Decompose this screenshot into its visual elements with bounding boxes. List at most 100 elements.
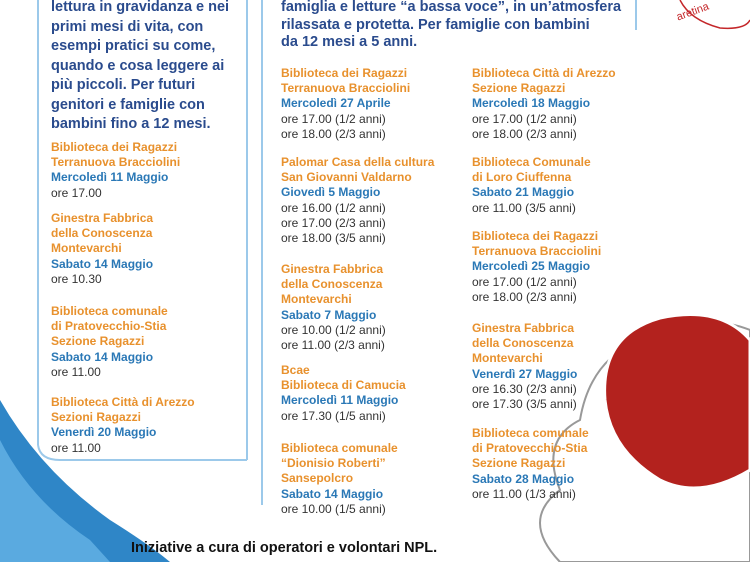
event-venue: Terranuova Bracciolini xyxy=(51,155,181,170)
event-venue: di Loro Ciuffenna xyxy=(472,170,572,185)
event: Ginestra Fabbrica della Conoscenza Monteva… xyxy=(281,262,386,353)
event-venue: “Dionisio Roberti” xyxy=(281,456,386,471)
event: Biblioteca comunale di Pratovecchio-Stia S… xyxy=(51,304,168,380)
event-venue: Biblioteca Città di Arezzo xyxy=(51,395,195,409)
event-time: ore 18.00 (3/5 anni) xyxy=(281,231,386,246)
event-time: ore 11.00 xyxy=(51,364,101,379)
event-venue: di Pratovecchio-Stia xyxy=(51,319,167,334)
intro-line: rilassata e protetta. Per famiglie con b… xyxy=(281,16,590,33)
intro-line: da 12 mesi a 5 anni. xyxy=(281,34,418,50)
event: Biblioteca comunale “Dionisio Roberti” San… xyxy=(281,441,398,517)
event-date: Mercoledì 11 Maggio xyxy=(281,393,399,408)
event-time: ore 17.00 (1/2 anni) xyxy=(472,111,577,126)
footer: Iniziative a cura di operatori e volonta… xyxy=(131,540,438,556)
event-date: Sabato 21 Maggio xyxy=(472,185,575,200)
event-time: ore 11.00 (3/5 anni) xyxy=(472,200,576,215)
event: Palomar Casa della cultura San Giovanni V… xyxy=(281,155,434,246)
event-date: Sabato 7 Maggio xyxy=(281,307,377,322)
event-date: Sabato 14 Maggio xyxy=(281,486,384,501)
event-date: Sabato 28 Maggio xyxy=(472,471,575,486)
border xyxy=(37,444,247,461)
event-venue: Biblioteca dei Ragazzi xyxy=(472,229,599,243)
event: Bcae Biblioteca di Camucia Mercoledì 11 Ma… xyxy=(281,363,406,424)
event: Biblioteca Città di Arezzo Sezione Ragazz… xyxy=(472,66,616,142)
event-venue: Bcae xyxy=(281,363,310,377)
middle-intro: famiglia e letture “a bassa voce”, in un… xyxy=(281,0,621,52)
event-venue: Ginestra Fabbrica xyxy=(472,321,575,335)
event-time: ore 17.30 (3/5 anni) xyxy=(472,397,577,412)
event-time: ore 18.00 (2/3 anni) xyxy=(472,289,577,304)
intro-line: lettura in gravidanza e nei xyxy=(51,0,230,15)
event-time: ore 17.30 (1/5 anni) xyxy=(281,408,386,423)
logo-arc xyxy=(679,0,750,30)
event-venue: Biblioteca comunale xyxy=(281,441,398,455)
intro-line: quando e cosa leggere ai xyxy=(51,57,225,74)
event: Biblioteca dei Ragazzi Terranuova Braccio… xyxy=(472,229,601,305)
event-venue: Sezione Ragazzi xyxy=(472,456,566,471)
event-time: ore 17.00 xyxy=(51,185,102,200)
event-date: Mercoledì 18 Maggio xyxy=(472,96,591,111)
event-venue: Sezione Ragazzi xyxy=(472,81,566,96)
event-venue: Montevarchi xyxy=(51,241,122,256)
event-venue: Montevarchi xyxy=(281,292,352,307)
left-intro: lettura in gravidanza e nei primi mesi di… xyxy=(51,0,229,135)
event-venue: Sezioni Ragazzi xyxy=(51,410,142,425)
event-time: ore 18.00 (2/3 anni) xyxy=(472,126,577,141)
event: Biblioteca Comunale di Loro Ciuffenna Saba… xyxy=(472,155,591,216)
event-time: ore 11.00 (2/3 anni) xyxy=(281,338,385,353)
event: Biblioteca comunale di Pratovecchio-Stia S… xyxy=(472,426,589,502)
event-time: ore 17.00 (2/3 anni) xyxy=(281,215,386,230)
event-venue: di Pratovecchio-Stia xyxy=(472,441,588,456)
event-time: ore 17.00 (1/2 anni) xyxy=(472,274,577,289)
event-venue: Biblioteca Comunale xyxy=(472,155,591,169)
event-venue: Montevarchi xyxy=(472,351,543,366)
intro-line: esempi pratici su come, xyxy=(51,38,216,54)
event: Biblioteca dei Ragazzi Terranuova Braccio… xyxy=(51,140,180,201)
intro-line: primi mesi di vita, con xyxy=(51,18,204,35)
event-venue: Biblioteca comunale xyxy=(51,304,168,318)
event-venue: della Conoscenza xyxy=(472,336,574,351)
event-date: Sabato 14 Maggio xyxy=(51,349,154,364)
event-venue: Terranuova Bracciolini xyxy=(472,244,602,259)
event-venue: della Conoscenza xyxy=(281,277,383,292)
event-time: ore 10.00 (1/2 anni) xyxy=(281,322,386,337)
event-venue: Sansepolcro xyxy=(281,471,354,486)
event-venue: Ginestra Fabbrica xyxy=(281,262,384,276)
event-date: Venerdì 20 Maggio xyxy=(51,425,157,440)
event-venue: Terranuova Bracciolini xyxy=(281,81,411,96)
event-venue: San Giovanni Valdarno xyxy=(281,170,412,185)
event-time: ore 11.00 xyxy=(51,440,101,455)
event: Ginestra Fabbrica della Conoscenza Monteva… xyxy=(51,211,153,287)
event-date: Giovedì 5 Maggio xyxy=(281,185,381,200)
event-venue: Sezione Ragazzi xyxy=(51,334,145,349)
intro-line: più piccoli. Per futuri xyxy=(51,77,196,93)
event-venue: Biblioteca comunale xyxy=(472,426,589,440)
event-venue: Biblioteca Città di Arezzo xyxy=(472,66,616,80)
event-venue: Biblioteca di Camucia xyxy=(281,378,406,393)
intro-line: bambini fino a 12 mesi. xyxy=(51,116,211,132)
blue-swoosh-light xyxy=(0,440,110,562)
event-date: Mercoledì 11 Maggio xyxy=(51,170,169,185)
event-date: Venerdì 27 Maggio xyxy=(472,366,578,381)
event-time: ore 18.00 (2/3 anni) xyxy=(281,126,386,141)
intro-line: famiglia e letture “a bassa voce”, in un… xyxy=(281,0,622,15)
event-venue: Biblioteca dei Ragazzi xyxy=(51,140,178,154)
event-date: Sabato 14 Maggio xyxy=(51,256,154,271)
event: Biblioteca Città di Arezzo Sezioni Ragazz… xyxy=(51,395,195,456)
event: Ginestra Fabbrica della Conoscenza Monteva… xyxy=(472,321,577,412)
event: Biblioteca dei Ragazzi Terranuova Braccio… xyxy=(281,66,410,142)
red-heart xyxy=(603,312,750,490)
event-venue: Biblioteca dei Ragazzi xyxy=(281,66,408,80)
event-time: ore 10.30 xyxy=(51,271,102,286)
event-venue: Palomar Casa della cultura xyxy=(281,155,435,169)
intro-line: genitori e famiglie con xyxy=(51,96,205,113)
event-time: ore 11.00 (1/3 anni) xyxy=(472,486,576,501)
event-time: ore 17.00 (1/2 anni) xyxy=(281,111,386,126)
event-date: Mercoledì 25 Maggio xyxy=(472,259,591,274)
event-date: Mercoledì 27 Aprile xyxy=(281,96,391,111)
event-time: ore 16.00 (1/2 anni) xyxy=(281,200,386,215)
event-time: ore 16.30 (2/3 anni) xyxy=(472,381,577,396)
event-time: ore 10.00 (1/5 anni) xyxy=(281,501,386,516)
